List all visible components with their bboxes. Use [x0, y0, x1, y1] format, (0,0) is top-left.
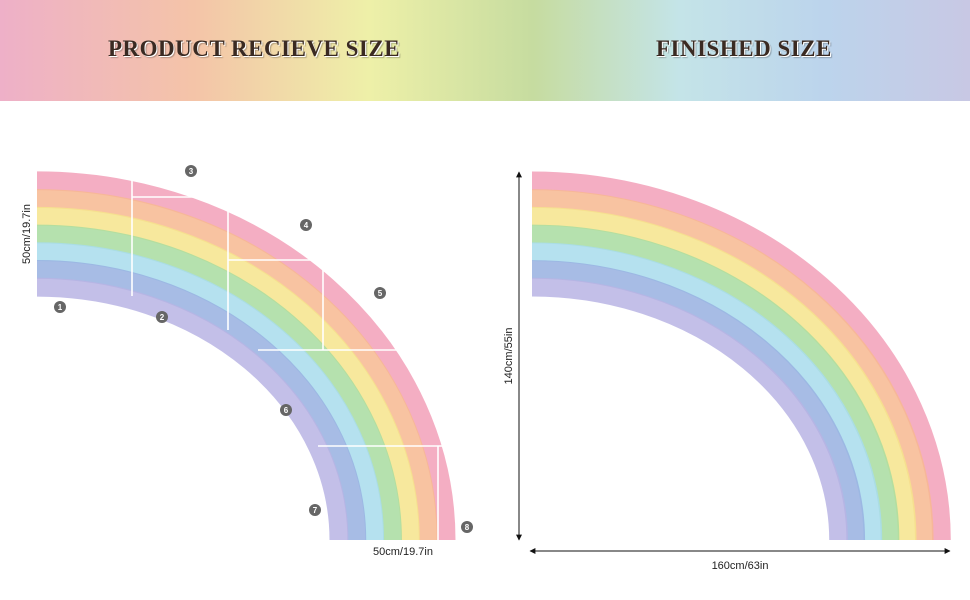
- piece-number: 6: [284, 406, 289, 415]
- cut-lines: [131, 172, 444, 540]
- piece-number: 1: [58, 303, 63, 312]
- rainbow-band: [36, 260, 367, 541]
- finished-width-label: 160cm/63in: [712, 560, 769, 572]
- piece-number: 5: [378, 289, 383, 298]
- piece-width-label: 50cm/19.7in: [373, 546, 433, 558]
- rainbows: [36, 171, 951, 541]
- rainbow-band: [531, 171, 951, 541]
- rainbow-band: [36, 242, 385, 541]
- number-badge: [54, 301, 66, 313]
- rainbow-band: [36, 224, 402, 541]
- rainbow-band: [36, 206, 420, 541]
- rainbow-band: [36, 277, 349, 541]
- left-title: PRODUCT RECIEVE SIZE: [108, 36, 401, 61]
- number-badge: [374, 287, 386, 299]
- piece-number: 3: [189, 167, 194, 176]
- number-badge: [185, 165, 197, 177]
- rainbow-band: [531, 242, 883, 541]
- piece-number: 4: [304, 221, 309, 230]
- finished-height-label: 140cm/55in: [503, 328, 515, 385]
- number-badge: [156, 311, 168, 323]
- rainbow-band: [531, 277, 848, 541]
- header-banner: PRODUCT RECIEVE SIZE FINISHED SIZE: [0, 0, 970, 101]
- rainbow-band: [531, 224, 900, 541]
- right-title: FINISHED SIZE: [656, 36, 832, 61]
- number-badge: [309, 504, 321, 516]
- number-badge: [280, 404, 292, 416]
- rainbow-band: [531, 260, 866, 541]
- number-badge: [461, 521, 473, 533]
- rainbow-band: [531, 206, 917, 541]
- piece-number: 2: [160, 313, 165, 322]
- piece-number: 7: [313, 506, 318, 515]
- piece-number: 8: [465, 523, 470, 532]
- number-badge: [300, 219, 312, 231]
- rainbow-band: [531, 189, 934, 541]
- piece-numbers: 1 2 3 4 5 6 7 8: [54, 165, 473, 533]
- piece-height-label: 50cm/19.7in: [21, 204, 33, 264]
- rainbow-band: [36, 189, 438, 541]
